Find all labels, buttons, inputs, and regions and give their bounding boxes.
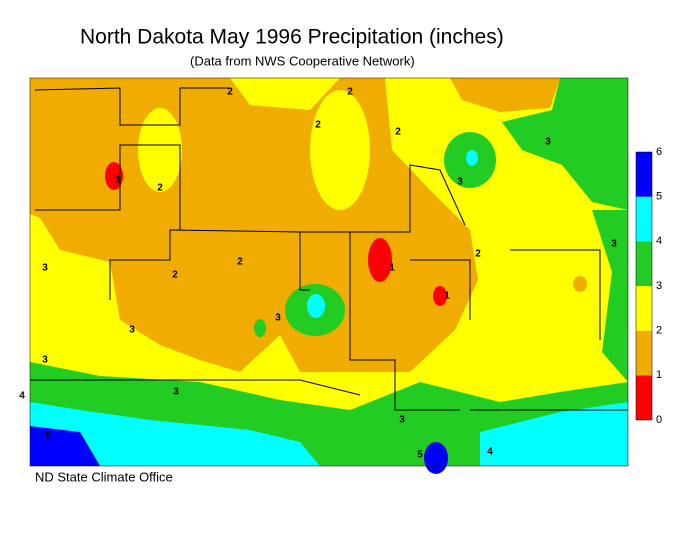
region	[480, 402, 628, 466]
contour-label: 3	[129, 325, 135, 336]
contour-label: 3	[42, 263, 48, 274]
legend-tick-label: 1	[656, 369, 662, 381]
color-bar: 0 1 2 3 4 5 6	[635, 146, 662, 426]
contour-label: 2	[157, 183, 163, 194]
contour-label: 2	[475, 249, 481, 260]
contour-label: 3	[42, 355, 48, 366]
contour-label: 3	[457, 177, 463, 188]
title: North Dakota May 1996 Precipitation (inc…	[80, 26, 504, 49]
contour-label: 3	[611, 239, 617, 250]
legend-tick-label: 2	[656, 325, 662, 337]
legend-swatch	[636, 196, 652, 242]
region	[105, 162, 123, 190]
legend-swatch	[636, 286, 652, 331]
region	[502, 78, 628, 210]
region	[30, 426, 100, 466]
contour-label: 2	[227, 87, 233, 98]
contour-label: 3	[275, 313, 281, 324]
legend-tick-label: 4	[656, 235, 662, 247]
region	[466, 150, 478, 166]
contour-label: 1	[444, 291, 450, 302]
legend-tick-label: 6	[656, 146, 662, 158]
region	[433, 286, 447, 306]
footer: ND State Climate Office	[35, 469, 173, 484]
contour-label: 1	[115, 175, 121, 186]
region	[310, 90, 370, 210]
legend-swatch	[636, 241, 652, 286]
contour-label: 2	[347, 87, 353, 98]
contour-label: 2	[172, 270, 178, 281]
region	[138, 108, 182, 192]
contour-label: 5	[417, 450, 423, 461]
contour-label: 5	[45, 431, 51, 442]
legend-frame	[635, 151, 653, 421]
region	[450, 78, 560, 112]
subtitle: (Data from NWS Cooperative Network)	[190, 53, 415, 68]
legend-swatch	[636, 375, 652, 420]
contour-label: 1	[389, 263, 395, 274]
legend-tick-label: 3	[656, 280, 662, 292]
legend-swatch	[636, 330, 652, 376]
region	[30, 402, 320, 466]
region	[573, 276, 587, 292]
region	[424, 442, 448, 474]
region	[307, 294, 325, 318]
region	[368, 238, 392, 282]
contour-label: 3	[173, 387, 179, 398]
contour-label: 2	[395, 127, 401, 138]
contour-label: 4	[19, 391, 25, 402]
contour-label: 3	[545, 137, 551, 148]
legend-tick-label: 5	[656, 191, 662, 203]
county-lines	[30, 87, 628, 411]
legend-tick-label: 0	[656, 414, 662, 426]
region	[592, 210, 628, 382]
legend-swatch	[636, 152, 652, 197]
contour-label: 4	[487, 447, 493, 458]
region	[254, 319, 266, 337]
contour-label: 2	[237, 257, 243, 268]
map: 2 2 2 2 2 1 2 3 3 1 2 3 3 3 3 4 5 5 4 3 1 3 2 3	[19, 77, 629, 474]
contour-label: 2	[315, 120, 321, 131]
contour-label: 3	[399, 415, 405, 426]
